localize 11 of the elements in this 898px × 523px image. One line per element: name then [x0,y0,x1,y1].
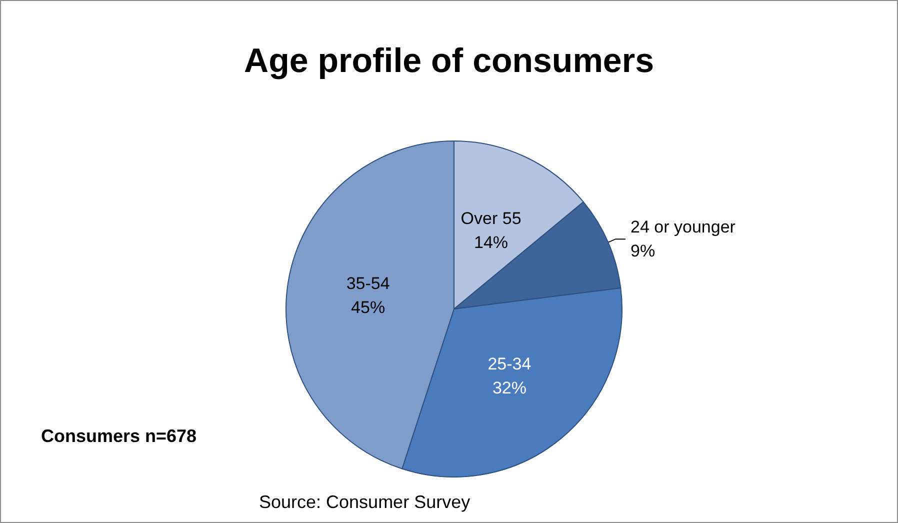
chart-title: Age profile of consumers [244,42,654,80]
data-label: 9% [630,242,656,261]
slice-label: Over 55 [460,208,522,228]
slice-label: 25-34 [488,354,532,374]
slice-label: 35-54 [346,274,390,293]
data-label: 14% [474,232,508,252]
data-label: 32% [492,378,526,398]
data-label: 45% [351,298,386,317]
slice-label: 24 or younger [630,218,736,237]
text: Consumers n=678 [41,426,197,446]
source-note: Source: Consumer Survey [259,492,470,512]
